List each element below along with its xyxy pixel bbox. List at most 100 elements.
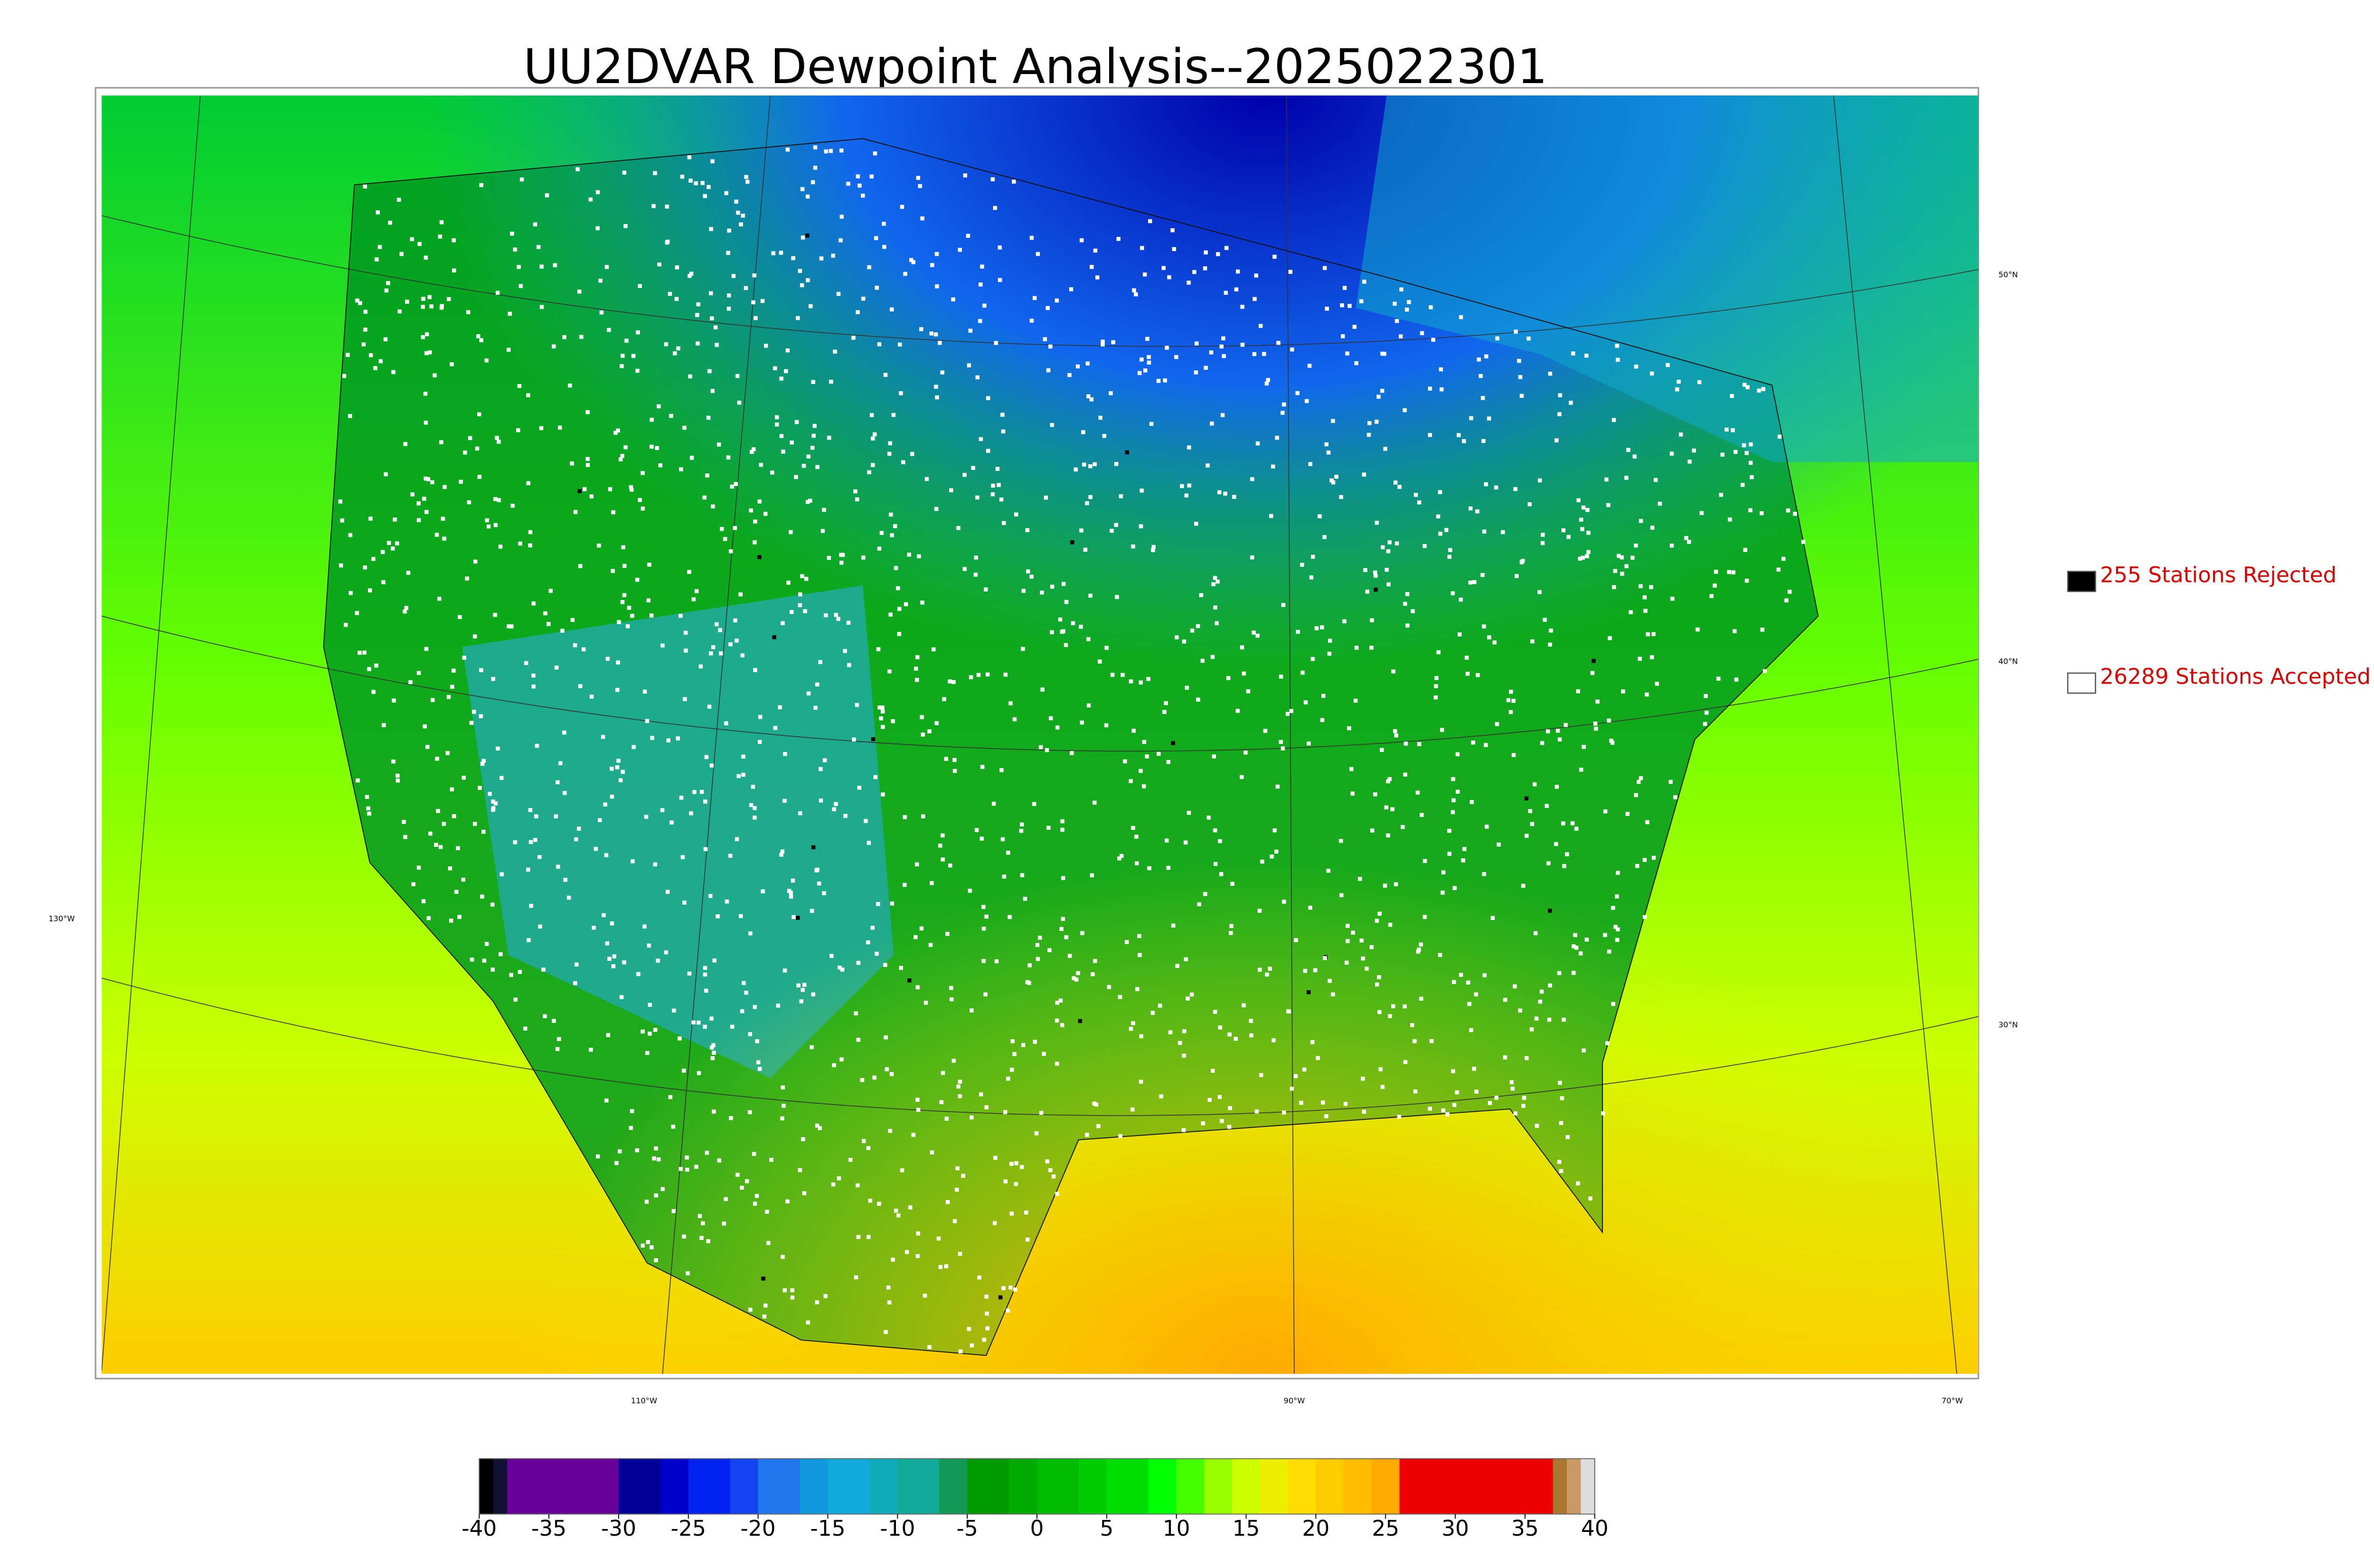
station-dot bbox=[1140, 357, 1144, 362]
station-dot bbox=[1131, 826, 1135, 830]
station-dot bbox=[1513, 984, 1517, 989]
colorbar-tick-label: -10 bbox=[880, 1516, 915, 1541]
station-dot bbox=[1634, 544, 1638, 548]
station-dot bbox=[1448, 548, 1452, 552]
station-dot bbox=[602, 913, 606, 918]
station-dot bbox=[533, 838, 537, 842]
station-dot bbox=[882, 222, 886, 226]
station-dot bbox=[495, 436, 499, 440]
station-dot bbox=[373, 366, 377, 370]
station-dot bbox=[1343, 1102, 1348, 1106]
station-dot bbox=[998, 278, 1002, 282]
station-dot bbox=[1477, 357, 1481, 362]
station-dot bbox=[727, 293, 731, 298]
station-dot bbox=[1482, 624, 1486, 629]
station-dot bbox=[881, 725, 885, 729]
station-dot bbox=[575, 962, 579, 967]
colorbar-segment bbox=[730, 1458, 759, 1514]
station-dot bbox=[585, 410, 590, 414]
station-dot bbox=[939, 1100, 944, 1105]
station-dot bbox=[481, 829, 486, 834]
station-dot bbox=[472, 822, 477, 826]
station-dot bbox=[1429, 1039, 1434, 1043]
station-dot bbox=[416, 501, 421, 506]
station-dot bbox=[573, 981, 577, 986]
station-dot bbox=[894, 1209, 898, 1213]
station-dot bbox=[978, 319, 982, 323]
station-dot bbox=[1548, 642, 1552, 647]
station-dot bbox=[555, 1047, 560, 1052]
station-dot bbox=[1357, 877, 1362, 881]
station-dot bbox=[1370, 828, 1375, 833]
station-dot bbox=[749, 508, 753, 513]
station-dot bbox=[362, 650, 367, 655]
station-dot bbox=[744, 990, 748, 995]
station-dot bbox=[1530, 822, 1535, 826]
station-dot bbox=[1757, 388, 1761, 393]
station-dot bbox=[871, 436, 875, 441]
station-dot bbox=[1055, 1018, 1059, 1023]
station-dot bbox=[402, 820, 406, 824]
station-dot bbox=[440, 304, 444, 308]
station-dot bbox=[753, 540, 757, 545]
station-dot bbox=[1162, 710, 1167, 714]
station-dot bbox=[761, 889, 765, 893]
station-dot bbox=[1687, 460, 1692, 464]
station-dot bbox=[621, 354, 625, 358]
station-dot bbox=[1431, 338, 1435, 342]
station-dot bbox=[1459, 973, 1463, 977]
station-dot bbox=[1365, 590, 1369, 594]
station-dot bbox=[1349, 767, 1354, 771]
station-dot bbox=[1383, 883, 1387, 888]
station-dot bbox=[689, 272, 694, 276]
station-dot bbox=[1433, 695, 1438, 700]
station-dot bbox=[861, 193, 865, 198]
station-dot bbox=[916, 176, 921, 180]
station-dot bbox=[1009, 1211, 1014, 1216]
colorbar-segment bbox=[1106, 1458, 1149, 1514]
station-dot bbox=[1019, 828, 1024, 833]
station-dot bbox=[1595, 699, 1600, 704]
station-dot bbox=[1510, 1087, 1515, 1091]
station-dot bbox=[710, 159, 715, 163]
station-dot bbox=[539, 264, 544, 269]
station-dot bbox=[529, 903, 533, 908]
station-dot bbox=[1219, 344, 1224, 349]
station-dot bbox=[1196, 624, 1200, 629]
station-dot bbox=[1646, 632, 1650, 637]
station-dot bbox=[691, 1020, 696, 1024]
colorbar-segment bbox=[507, 1458, 619, 1514]
station-dot bbox=[711, 1043, 716, 1048]
station-dot bbox=[1559, 1121, 1564, 1125]
station-dot bbox=[801, 988, 805, 992]
station-dot bbox=[1441, 891, 1445, 895]
station-dot bbox=[635, 1148, 640, 1153]
station-dot bbox=[516, 428, 520, 432]
station-dot bbox=[980, 836, 984, 841]
station-dot bbox=[499, 872, 504, 876]
station-dot bbox=[916, 1231, 921, 1236]
station-dot bbox=[1606, 503, 1611, 507]
station-dot bbox=[1558, 393, 1562, 397]
station-dot bbox=[701, 1221, 705, 1226]
station-dot bbox=[396, 779, 400, 783]
station-dot bbox=[857, 183, 862, 188]
station-dot bbox=[869, 413, 874, 417]
station-dot bbox=[812, 423, 817, 428]
station-dot bbox=[1093, 248, 1098, 253]
station-dot bbox=[1525, 834, 1529, 838]
station-dot bbox=[1320, 625, 1324, 629]
station-dot bbox=[619, 995, 624, 999]
station-dot bbox=[597, 544, 601, 548]
station-dot bbox=[1457, 632, 1462, 637]
station-dot bbox=[1455, 752, 1460, 757]
station-dot bbox=[1635, 864, 1639, 868]
station-dot bbox=[1139, 680, 1143, 685]
station-dot bbox=[712, 1051, 716, 1055]
station-dot bbox=[791, 915, 796, 920]
station-dot bbox=[452, 668, 456, 673]
station-dot bbox=[934, 507, 939, 511]
station-dot bbox=[1201, 1121, 1206, 1126]
colorbar-segment bbox=[1204, 1458, 1233, 1514]
station-dot bbox=[452, 238, 456, 243]
